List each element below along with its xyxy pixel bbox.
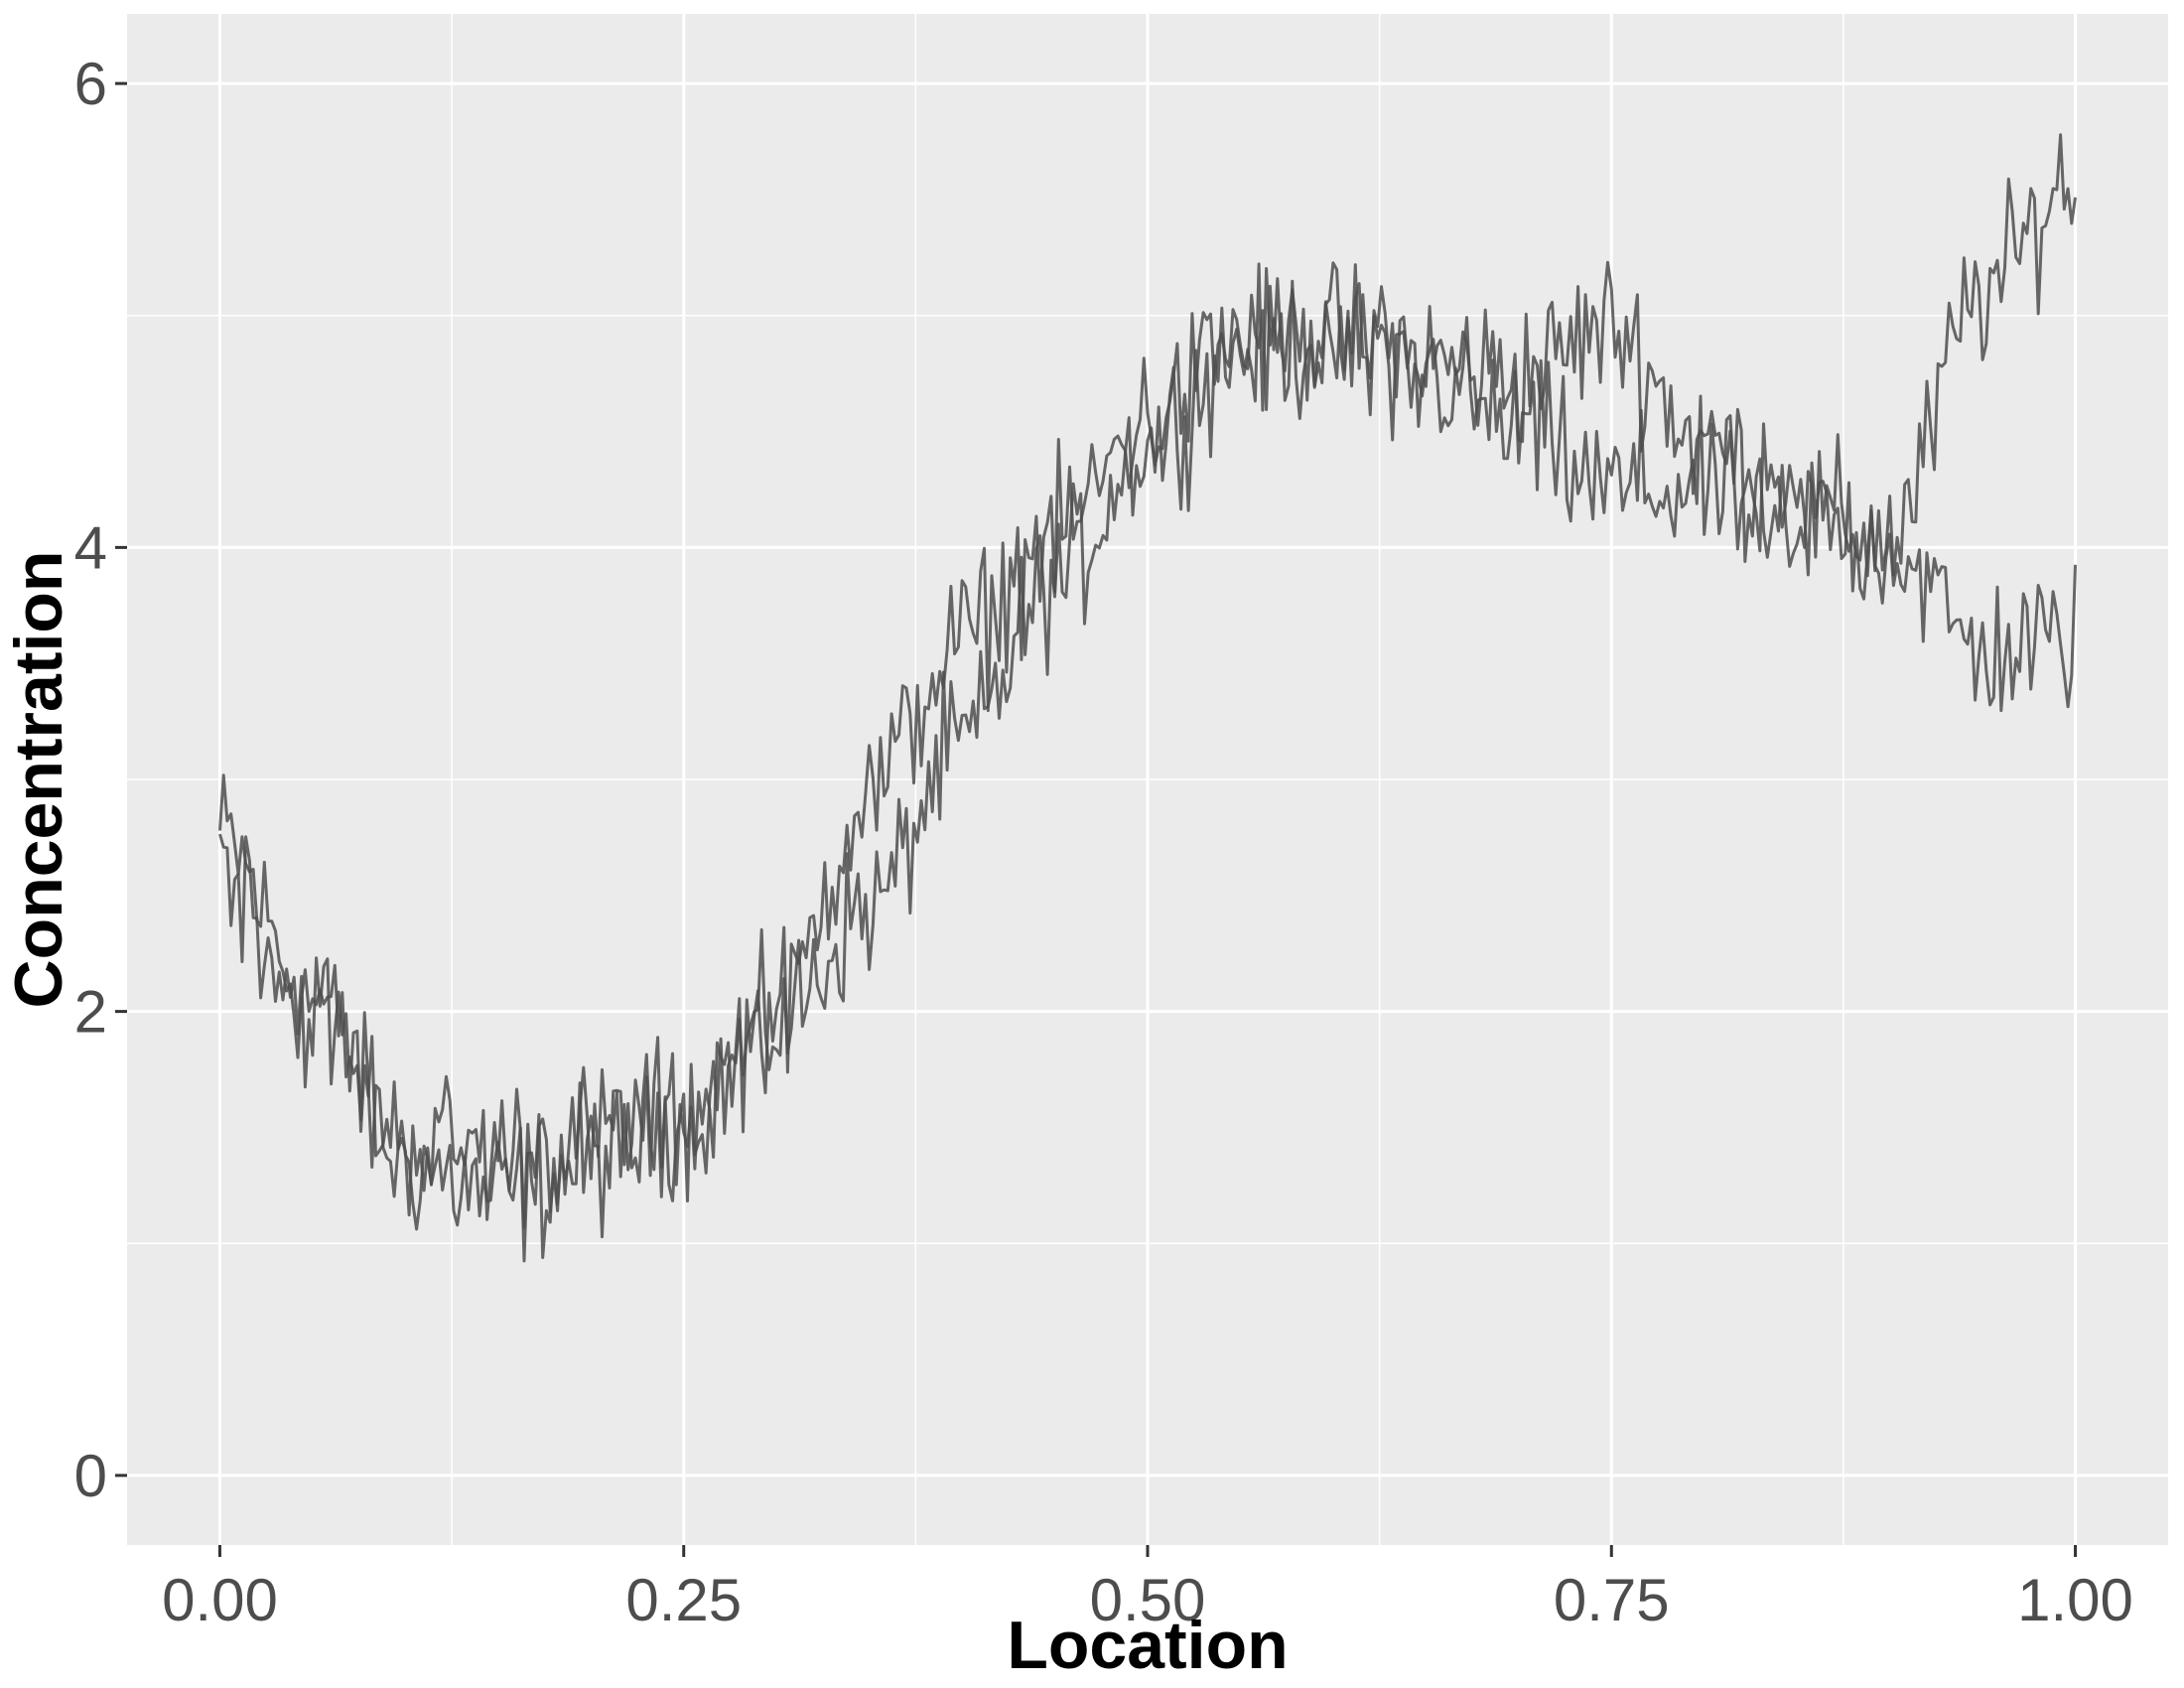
x-tick-label: 0.25: [625, 1567, 742, 1633]
x-tick-label: 1.00: [2017, 1567, 2133, 1633]
y-tick-label: 0: [74, 1443, 107, 1509]
x-axis-title: Location: [1007, 1608, 1288, 1683]
x-tick-label: 0.50: [1090, 1567, 1206, 1633]
x-tick-label: 0.00: [162, 1567, 278, 1633]
series-line-2: [218, 277, 2077, 1229]
axes: [115, 81, 2078, 1557]
y-tick-label: 6: [74, 51, 107, 117]
y-tick-label: 2: [74, 979, 107, 1046]
y-axis-title: Concentration: [1, 551, 76, 1009]
y-tick-label: 4: [74, 514, 107, 581]
tick-labels: 0.00 0.25 0.50 0.75 1.00 0 2 4 6: [74, 51, 2133, 1633]
x-tick-label: 0.75: [1554, 1567, 1670, 1633]
series-layer: [218, 133, 2077, 1263]
grid-lines: [127, 14, 2168, 1545]
